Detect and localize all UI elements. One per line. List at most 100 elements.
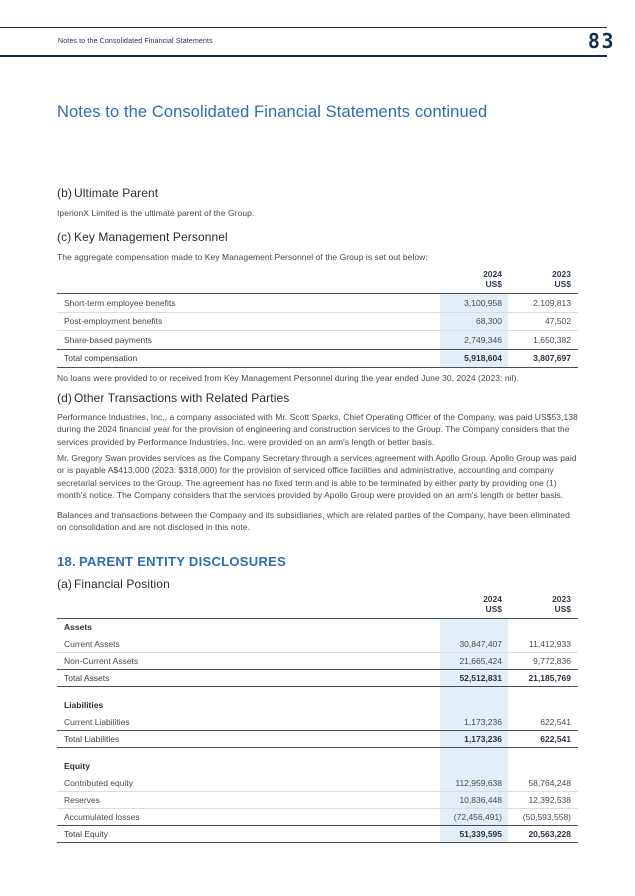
table-row: Contributed equity 112,959,638 58,764,24… (57, 774, 578, 792)
year-2023: 2023 (552, 594, 571, 604)
col-header-2023: 2023 US$ (508, 269, 578, 294)
row-label: Share-based payments (57, 330, 440, 350)
total-2024: 5,918,604 (440, 349, 508, 368)
group-header-equity: Equity (57, 757, 578, 775)
page-number: 83 (587, 29, 615, 53)
value-2024: (72,456,491) (440, 808, 508, 826)
total-2023: 622,541 (508, 730, 578, 748)
value-2023: 58,764,248 (508, 774, 578, 792)
value-2024: 2,749,346 (440, 330, 508, 350)
section-b-prefix: (b) (57, 186, 72, 200)
section-c-title: Key Management Personnel (74, 230, 228, 244)
running-header-title: Notes to the Consolidated Financial Stat… (58, 38, 213, 45)
label-column-header (57, 595, 440, 619)
value-2024: 68,300 (440, 312, 508, 331)
group-label: Liabilities (64, 700, 104, 710)
group-label: Assets (64, 622, 92, 633)
total-2024: 51,339,595 (440, 825, 508, 843)
total-2023: 3,807,697 (508, 349, 578, 368)
table-header-row: 2024 US$ 2023 US$ (57, 594, 578, 619)
value-2024: 112,959,638 (440, 774, 508, 792)
value-2023: 622,541 (508, 713, 578, 731)
section-18a-title: Financial Position (74, 577, 170, 591)
table-row: Share-based payments 2,749,346 1,650,382 (57, 330, 578, 350)
row-label: Reserves (57, 791, 440, 809)
section-b-body: IperionX Limited is the ultimate parent … (57, 208, 255, 218)
table-row: Current Liabilities 1,173,236 622,541 (57, 713, 578, 731)
col-header-2024: 2024 US$ (440, 269, 508, 294)
group-header-liabilities: Liabilities (57, 696, 578, 714)
table-row: Current Assets 30,847,407 11,412,933 (57, 635, 578, 653)
value-2024: 30,847,407 (440, 635, 508, 653)
row-label: Contributed equity (57, 774, 440, 792)
row-label: Post-employment benefits (57, 312, 440, 331)
section-18a-heading: (a) Financial Position (57, 577, 578, 591)
empty-cell (508, 697, 578, 714)
page-title: Notes to the Consolidated Financial Stat… (57, 103, 488, 121)
table-header-row: 2024 US$ 2023 US$ (57, 269, 578, 294)
value-2023: 1,650,382 (508, 330, 578, 350)
table-row: Short-term employee benefits 3,100,958 2… (57, 293, 578, 313)
table-total-row: Total Liabilities 1,173,236 622,541 (57, 730, 578, 748)
section-d-paragraph-1: Performance Industries, Inc., a company … (57, 412, 578, 447)
row-label: Non-Current Assets (57, 652, 440, 670)
col-header-2024: 2024 US$ (440, 594, 508, 619)
header-rule-top (0, 27, 607, 28)
row-label: Accumulated losses (57, 808, 440, 826)
kmp-compensation-table: 2024 US$ 2023 US$ Short-term employee be… (57, 269, 578, 368)
section-d-heading: (d) Other Transactions with Related Parti… (57, 391, 578, 405)
spacer-row (57, 686, 578, 697)
empty-cell (57, 748, 440, 758)
row-label: Current Assets (57, 635, 440, 653)
value-2023: (50,593,558) (508, 808, 578, 826)
value-2023: 12,392,538 (508, 791, 578, 809)
value-2023: 47,502 (508, 312, 578, 331)
highlight-cell (440, 757, 508, 775)
highlight-cell (440, 686, 508, 697)
unit-2024: US$ (485, 278, 502, 289)
total-2023: 21,185,769 (508, 669, 578, 687)
total-2024: 52,512,831 (440, 669, 508, 687)
label-column-header (57, 270, 440, 294)
total-label: Total compensation (57, 349, 440, 368)
section-b-heading: (b) Ultimate Parent (57, 186, 578, 200)
table-total-row: Total compensation 5,918,604 3,807,697 (57, 349, 578, 368)
financial-position-table: 2024 US$ 2023 US$ Assets Current Assets (57, 594, 578, 843)
section-d-paragraph-2: Mr. Gregory Swan provides services as th… (57, 453, 577, 501)
group-header-assets: Assets (57, 618, 578, 636)
table-row: Accumulated losses (72,456,491) (50,593,… (57, 808, 578, 826)
empty-cell (508, 758, 578, 775)
section-d-prefix: (d) (57, 391, 72, 405)
table-row: Reserves 10,836,448 12,392,538 (57, 791, 578, 809)
unit-2024: US$ (485, 603, 502, 614)
unit-2023: US$ (554, 603, 571, 614)
year-2024: 2024 (483, 269, 502, 279)
year-2023: 2023 (552, 269, 571, 279)
value-2023: 11,412,933 (508, 635, 578, 653)
table-total-row: Total Equity 51,339,595 20,563,228 (57, 825, 578, 843)
col-header-2023: 2023 US$ (508, 594, 578, 619)
empty-cell (508, 619, 578, 636)
section-d-title: Other Transactions with Related Parties (74, 391, 290, 405)
section-18-title: PARENT ENTITY DISCLOSURES (79, 554, 287, 569)
value-2023: 2,109,813 (508, 293, 578, 313)
spacer-row (57, 747, 578, 758)
total-2023: 20,563,228 (508, 825, 578, 843)
section-b-title: Ultimate Parent (74, 186, 159, 200)
value-2024: 10,836,448 (440, 791, 508, 809)
section-d-paragraph-3: Balances and transactions between the Co… (57, 510, 570, 533)
empty-cell (508, 748, 578, 758)
highlight-cell (440, 747, 508, 758)
section-c-body: The aggregate compensation made to Key M… (57, 252, 428, 262)
table-total-row: Total Assets 52,512,831 21,185,769 (57, 669, 578, 687)
row-label: Current Liabilities (57, 713, 440, 731)
table-row: Non-Current Assets 21,665,424 9,772,836 (57, 652, 578, 670)
unit-2023: US$ (554, 278, 571, 289)
table-row: Post-employment benefits 68,300 47,502 (57, 312, 578, 331)
total-label: Total Liabilities (57, 730, 440, 748)
empty-cell (508, 687, 578, 697)
value-2024: 1,173,236 (440, 713, 508, 731)
section-c-prefix: (c) (57, 230, 72, 244)
value-2023: 9,772,836 (508, 652, 578, 670)
